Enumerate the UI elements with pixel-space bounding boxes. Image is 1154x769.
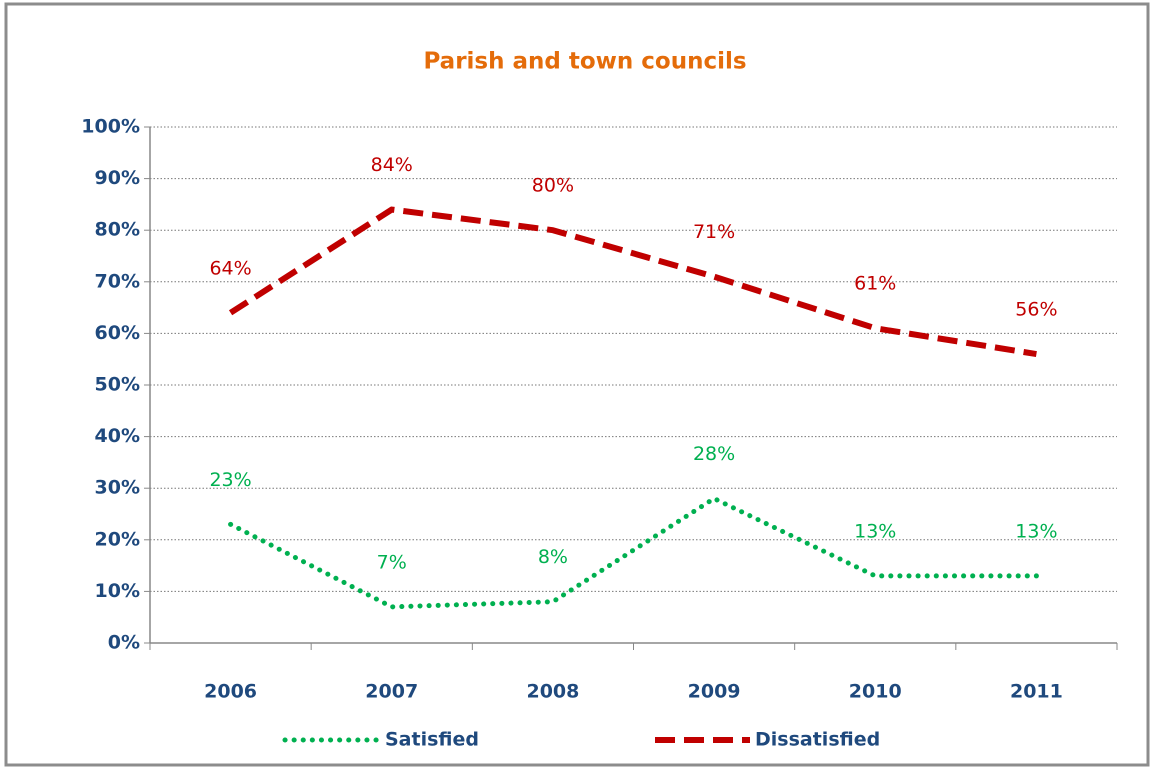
y-tick-label: 80%: [95, 219, 140, 241]
y-tick-label: 100%: [81, 116, 140, 138]
data-label: 56%: [1015, 299, 1057, 321]
legend-label: Satisfied: [385, 729, 479, 751]
data-label: 64%: [209, 257, 251, 279]
data-label: 28%: [693, 443, 735, 465]
y-tick-label: 50%: [95, 374, 140, 396]
series-line: [228, 206, 1037, 358]
data-label: 84%: [371, 154, 413, 176]
y-tick-label: 10%: [95, 580, 140, 602]
y-tick-label: 40%: [95, 425, 140, 447]
data-label: 8%: [538, 546, 568, 568]
data-label: 23%: [209, 469, 251, 491]
x-tick-label: 2010: [849, 681, 902, 703]
y-tick-label: 0%: [108, 632, 140, 654]
data-label: 7%: [377, 551, 407, 573]
x-tick-label: 2009: [688, 681, 741, 703]
y-tick-label: 30%: [95, 477, 140, 499]
y-tick-label: 60%: [95, 322, 140, 344]
chart-title: Parish and town councils: [423, 49, 746, 75]
x-tick-label: 2007: [365, 681, 418, 703]
series-line: [228, 496, 1039, 610]
data-label: 71%: [693, 221, 735, 243]
data-label: 13%: [1015, 520, 1057, 542]
x-tick-label: 2006: [204, 681, 257, 703]
y-tick-label: 70%: [95, 270, 140, 292]
legend-label: Dissatisfied: [755, 729, 880, 751]
x-tick-label: 2011: [1010, 681, 1063, 703]
x-tick-label: 2008: [526, 681, 579, 703]
data-label: 61%: [854, 273, 896, 295]
data-label: 13%: [854, 520, 896, 542]
y-tick-label: 20%: [95, 528, 140, 550]
data-label: 80%: [532, 175, 574, 197]
y-tick-label: 90%: [95, 167, 140, 189]
